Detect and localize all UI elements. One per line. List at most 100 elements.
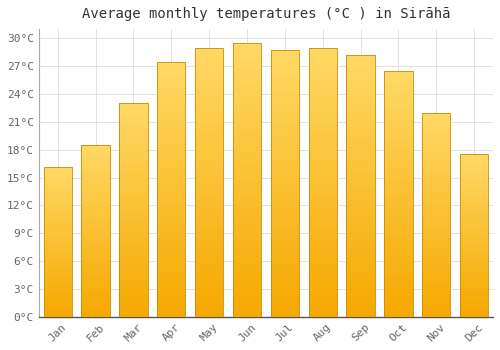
Bar xyxy=(308,273,337,276)
Bar xyxy=(384,160,412,163)
Bar xyxy=(82,263,110,265)
Bar xyxy=(460,311,488,313)
Bar xyxy=(157,88,186,91)
Bar xyxy=(346,310,375,314)
Bar xyxy=(422,232,450,235)
Bar xyxy=(384,212,412,215)
Bar xyxy=(82,145,110,147)
Bar xyxy=(44,296,72,298)
Bar xyxy=(195,206,224,209)
Bar xyxy=(195,71,224,75)
Bar xyxy=(195,159,224,162)
Bar xyxy=(157,152,186,155)
Bar xyxy=(119,314,148,317)
Bar xyxy=(44,233,72,234)
Bar xyxy=(422,113,450,115)
Bar xyxy=(384,203,412,206)
Bar xyxy=(346,153,375,156)
Bar xyxy=(82,203,110,205)
Bar xyxy=(195,142,224,145)
Bar xyxy=(460,260,488,262)
Bar xyxy=(346,186,375,189)
Bar xyxy=(308,95,337,98)
Bar xyxy=(233,204,261,207)
Bar xyxy=(270,197,299,200)
Bar xyxy=(270,80,299,84)
Bar xyxy=(233,241,261,245)
Bar xyxy=(233,286,261,289)
Bar xyxy=(157,155,186,158)
Bar xyxy=(44,272,72,274)
Bar xyxy=(308,122,337,125)
Bar xyxy=(422,253,450,255)
Bar xyxy=(44,294,72,296)
Bar xyxy=(82,152,110,154)
Bar xyxy=(233,282,261,286)
Bar xyxy=(308,266,337,270)
Bar xyxy=(346,160,375,163)
Bar xyxy=(460,278,488,280)
Bar xyxy=(119,199,148,202)
Bar xyxy=(233,77,261,80)
Bar xyxy=(157,282,186,285)
Bar xyxy=(119,133,148,135)
Bar xyxy=(422,279,450,281)
Bar xyxy=(460,315,488,317)
Bar xyxy=(270,180,299,184)
Bar xyxy=(233,201,261,204)
Bar xyxy=(44,298,72,300)
Bar xyxy=(44,209,72,210)
Bar xyxy=(346,205,375,209)
Bar xyxy=(422,159,450,161)
Bar xyxy=(270,207,299,210)
Bar xyxy=(384,86,412,89)
Bar xyxy=(270,310,299,314)
Bar xyxy=(119,189,148,191)
Bar xyxy=(195,128,224,132)
Bar xyxy=(422,276,450,279)
Bar xyxy=(119,221,148,223)
Bar xyxy=(270,120,299,124)
Bar xyxy=(422,166,450,169)
Bar xyxy=(422,184,450,187)
Bar xyxy=(270,307,299,310)
Bar xyxy=(119,114,148,117)
Bar xyxy=(119,106,148,108)
Bar xyxy=(270,67,299,70)
Bar xyxy=(422,225,450,228)
Bar xyxy=(195,95,224,98)
Bar xyxy=(422,115,450,118)
Bar xyxy=(119,103,148,317)
Bar xyxy=(44,251,72,253)
Bar xyxy=(346,271,375,274)
Bar xyxy=(308,226,337,229)
Bar xyxy=(270,237,299,240)
Bar xyxy=(308,159,337,162)
Bar xyxy=(346,238,375,242)
Bar xyxy=(157,91,186,94)
Bar xyxy=(460,242,488,244)
Bar xyxy=(270,70,299,74)
Bar xyxy=(384,231,412,234)
Bar xyxy=(308,128,337,132)
Bar xyxy=(82,199,110,201)
Bar xyxy=(157,62,186,317)
Bar xyxy=(422,164,450,166)
Bar xyxy=(460,236,488,238)
Bar xyxy=(346,98,375,101)
Bar xyxy=(44,287,72,289)
Bar xyxy=(119,261,148,264)
Bar xyxy=(308,78,337,81)
Bar xyxy=(308,71,337,75)
Bar xyxy=(233,303,261,307)
Bar xyxy=(44,218,72,220)
Bar xyxy=(82,239,110,242)
Bar xyxy=(346,166,375,169)
Bar xyxy=(384,246,412,249)
Bar xyxy=(119,151,148,154)
Bar xyxy=(460,309,488,311)
Bar xyxy=(308,253,337,256)
Bar xyxy=(270,260,299,264)
Bar xyxy=(119,306,148,309)
Bar xyxy=(384,83,412,86)
